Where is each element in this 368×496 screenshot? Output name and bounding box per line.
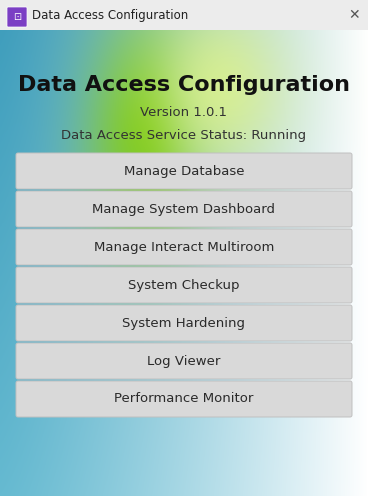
FancyBboxPatch shape — [16, 305, 352, 341]
Text: Manage System Dashboard: Manage System Dashboard — [92, 202, 276, 215]
Text: Manage Interact Multiroom: Manage Interact Multiroom — [94, 241, 274, 253]
Text: Manage Database: Manage Database — [124, 165, 244, 178]
FancyBboxPatch shape — [16, 191, 352, 227]
Text: Data Access Configuration: Data Access Configuration — [32, 8, 188, 21]
FancyBboxPatch shape — [16, 343, 352, 379]
Text: ✕: ✕ — [348, 8, 360, 22]
Text: Log Viewer: Log Viewer — [147, 355, 221, 368]
Text: Version 1.0.1: Version 1.0.1 — [141, 107, 227, 120]
Text: System Hardening: System Hardening — [123, 316, 245, 329]
FancyBboxPatch shape — [16, 229, 352, 265]
Text: Data Access Service Status: Running: Data Access Service Status: Running — [61, 128, 307, 141]
Text: System Checkup: System Checkup — [128, 278, 240, 292]
FancyBboxPatch shape — [7, 7, 27, 27]
FancyBboxPatch shape — [16, 153, 352, 189]
FancyBboxPatch shape — [16, 381, 352, 417]
Text: Data Access Configuration: Data Access Configuration — [18, 75, 350, 95]
Text: ⊡: ⊡ — [13, 12, 21, 22]
FancyBboxPatch shape — [16, 267, 352, 303]
Text: Performance Monitor: Performance Monitor — [114, 392, 254, 406]
